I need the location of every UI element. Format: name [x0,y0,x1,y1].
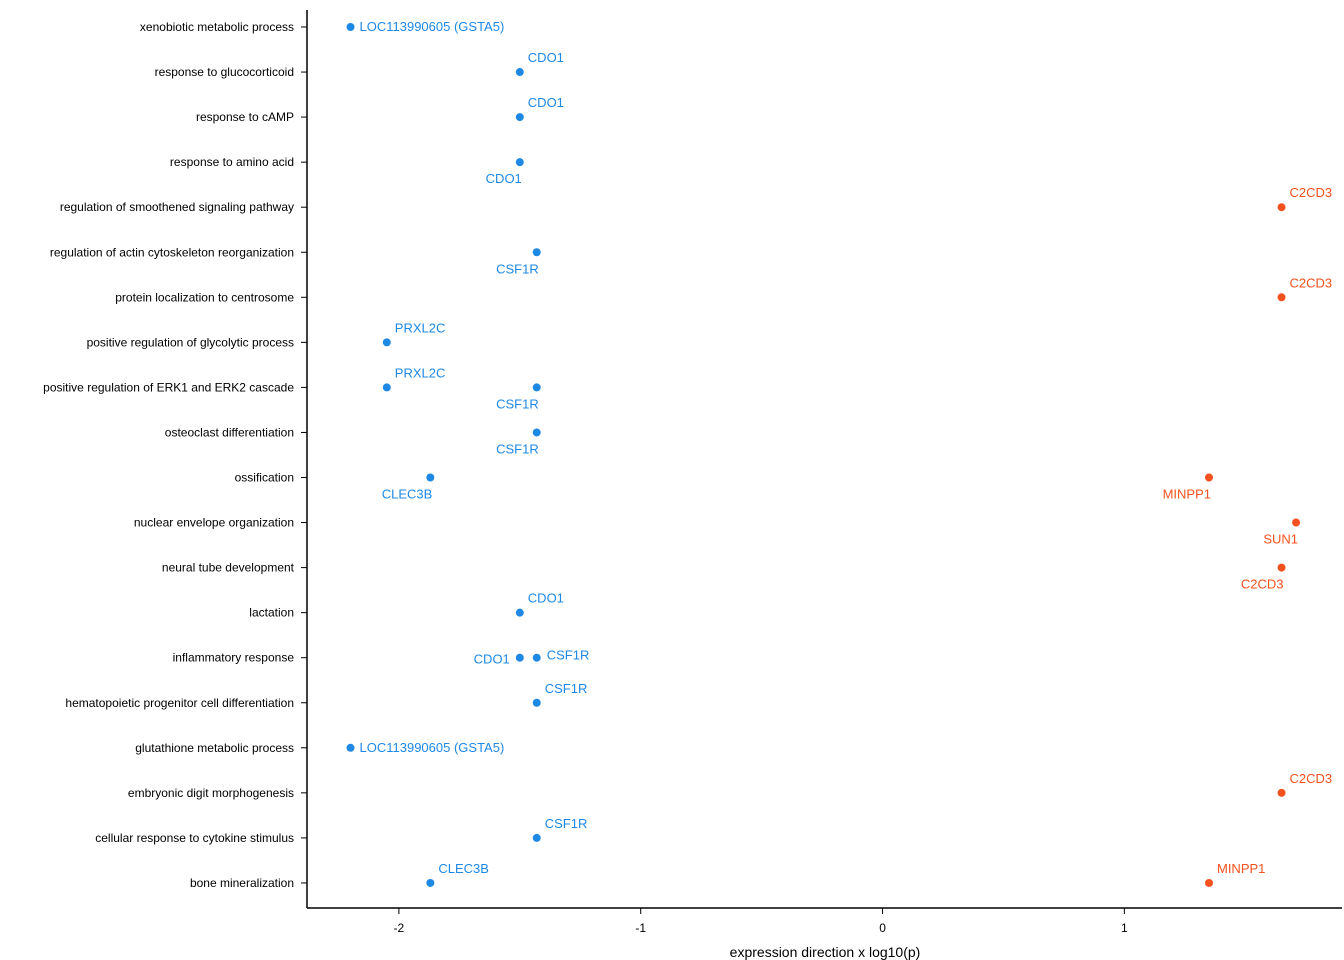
data-point [515,608,524,617]
data-point-label: MINPP1 [1217,861,1265,876]
x-tick-label: 1 [1121,921,1128,935]
data-point-label: PRXL2C [395,320,446,335]
data-point-labels: LOC113990605 (GSTA5) CDO1 CDO1 CDO1 C2CD3 CSF… [360,19,1333,876]
data-point [346,743,355,752]
data-point [515,68,524,77]
data-point [1204,878,1213,887]
x-tick-label: 0 [879,921,886,935]
category-label: cellular response to cytokine stimulus [95,831,294,845]
category-label: lactation [249,606,294,620]
category-label: glutathione metabolic process [135,741,294,755]
category-label: bone mineralization [190,876,294,890]
data-point-label: CDO1 [486,171,522,186]
data-point-label: CDO1 [528,591,564,606]
data-point-label: LOC113990605 (GSTA5) [360,19,505,34]
category-label: response to amino acid [170,155,294,169]
x-axis-title: expression direction x log10(p) [730,944,921,960]
data-point [532,383,541,392]
data-point-label: C2CD3 [1290,275,1333,290]
category-label: osteoclast differentiation [165,425,294,439]
category-label: hematopoietic progenitor cell differenti… [65,696,294,710]
data-point-label: CDO1 [474,652,510,667]
data-point [1277,788,1286,797]
data-point-label: C2CD3 [1241,577,1284,592]
data-point [346,23,355,31]
category-label: positive regulation of ERK1 and ERK2 cas… [43,380,294,394]
category-labels: xenobiotic metabolic process response to … [43,20,294,890]
data-point-label: LOC113990605 (GSTA5) [360,740,505,755]
data-point [382,338,391,347]
category-label: regulation of actin cytoskeleton reorgan… [50,245,294,259]
data-point [515,653,524,662]
data-point [426,878,435,887]
data-point [532,833,541,842]
data-point [1277,203,1286,212]
category-label: ossification [235,471,294,485]
data-point [426,473,435,482]
data-point-label: CLEC3B [438,861,489,876]
data-point-label: PRXL2C [395,365,446,380]
data-point-label: CDO1 [528,95,564,110]
category-label: response to cAMP [196,110,294,124]
data-point-label: CLEC3B [382,487,433,502]
data-point-label: CDO1 [528,50,564,65]
data-point-label: MINPP1 [1163,487,1211,502]
data-point [382,383,391,392]
data-point [1204,473,1213,482]
data-point-label: CSF1R [496,441,539,456]
category-label: inflammatory response [173,651,295,665]
data-point [532,428,541,437]
data-point-label: SUN1 [1263,532,1298,547]
x-tick-label: -2 [394,921,405,935]
data-point-label: C2CD3 [1290,185,1333,200]
y-axis-ticks [301,26,307,884]
data-point [532,653,541,662]
data-point-label: CSF1R [545,681,588,696]
data-point [532,248,541,257]
data-point-label: CSF1R [496,261,539,276]
category-label: positive regulation of glycolytic proces… [87,335,294,349]
data-points [346,23,1301,887]
category-label: xenobiotic metabolic process [140,20,294,34]
data-point-label: CSF1R [545,816,588,831]
category-label: regulation of smoothened signaling pathw… [60,200,294,214]
category-label: nuclear envelope organization [134,516,294,530]
data-point [515,158,524,167]
data-point [515,113,524,122]
category-label: response to glucocorticoid [155,65,294,79]
data-point [1277,563,1286,572]
data-point [1292,518,1301,527]
category-label: embryonic digit morphogenesis [128,786,294,800]
data-point [1277,293,1286,302]
data-point-label: CSF1R [496,396,539,411]
category-label: protein localization to centrosome [115,290,294,304]
data-point-label: CSF1R [547,648,590,663]
x-tick-label: -1 [635,921,646,935]
category-label: neural tube development [162,561,295,575]
x-axis-ticks: -2 -1 0 1 [394,908,1128,935]
data-point [532,698,541,707]
data-point-label: C2CD3 [1290,771,1333,786]
